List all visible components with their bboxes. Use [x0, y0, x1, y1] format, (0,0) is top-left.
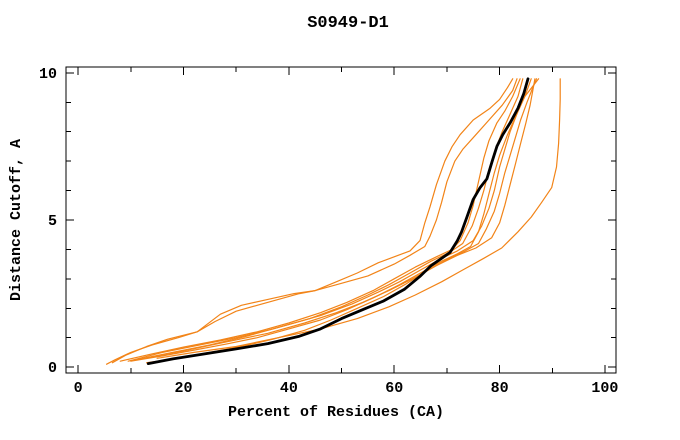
series-line-black — [146, 77, 530, 366]
series-line-orange-3 — [119, 78, 521, 362]
series-line-orange-2 — [111, 78, 518, 364]
x-tick-label: 60 — [385, 380, 403, 397]
x-tick-label: 20 — [174, 380, 192, 397]
series-line-orange-9 — [146, 78, 538, 364]
x-axis-label: Percent of Residues (CA) — [228, 404, 444, 421]
series-line-orange-5 — [135, 78, 532, 361]
y-tick-label: 5 — [48, 213, 57, 230]
data-series — [105, 77, 561, 366]
plot-frame — [65, 66, 617, 374]
y-tick-label: 0 — [48, 360, 57, 377]
chart-title: S0949-D1 — [307, 14, 389, 33]
plot-border — [65, 66, 617, 374]
x-tick-label: 100 — [591, 380, 618, 397]
axis-ticks — [66, 67, 616, 373]
series-line-orange-7 — [156, 78, 561, 359]
x-tick-label: 0 — [74, 380, 83, 397]
y-axis-label: Distance Cutoff, A — [8, 139, 25, 301]
series-line-orange-4 — [127, 78, 524, 362]
axis-tick-labels: 0 20 40 60 80 100 0 5 10 — [39, 66, 618, 397]
x-tick-label: 80 — [491, 380, 509, 397]
y-tick-label: 10 — [39, 66, 57, 83]
series-line-orange-8 — [130, 78, 540, 362]
x-tick-label: 40 — [280, 380, 298, 397]
series-line-orange-6 — [143, 78, 536, 359]
